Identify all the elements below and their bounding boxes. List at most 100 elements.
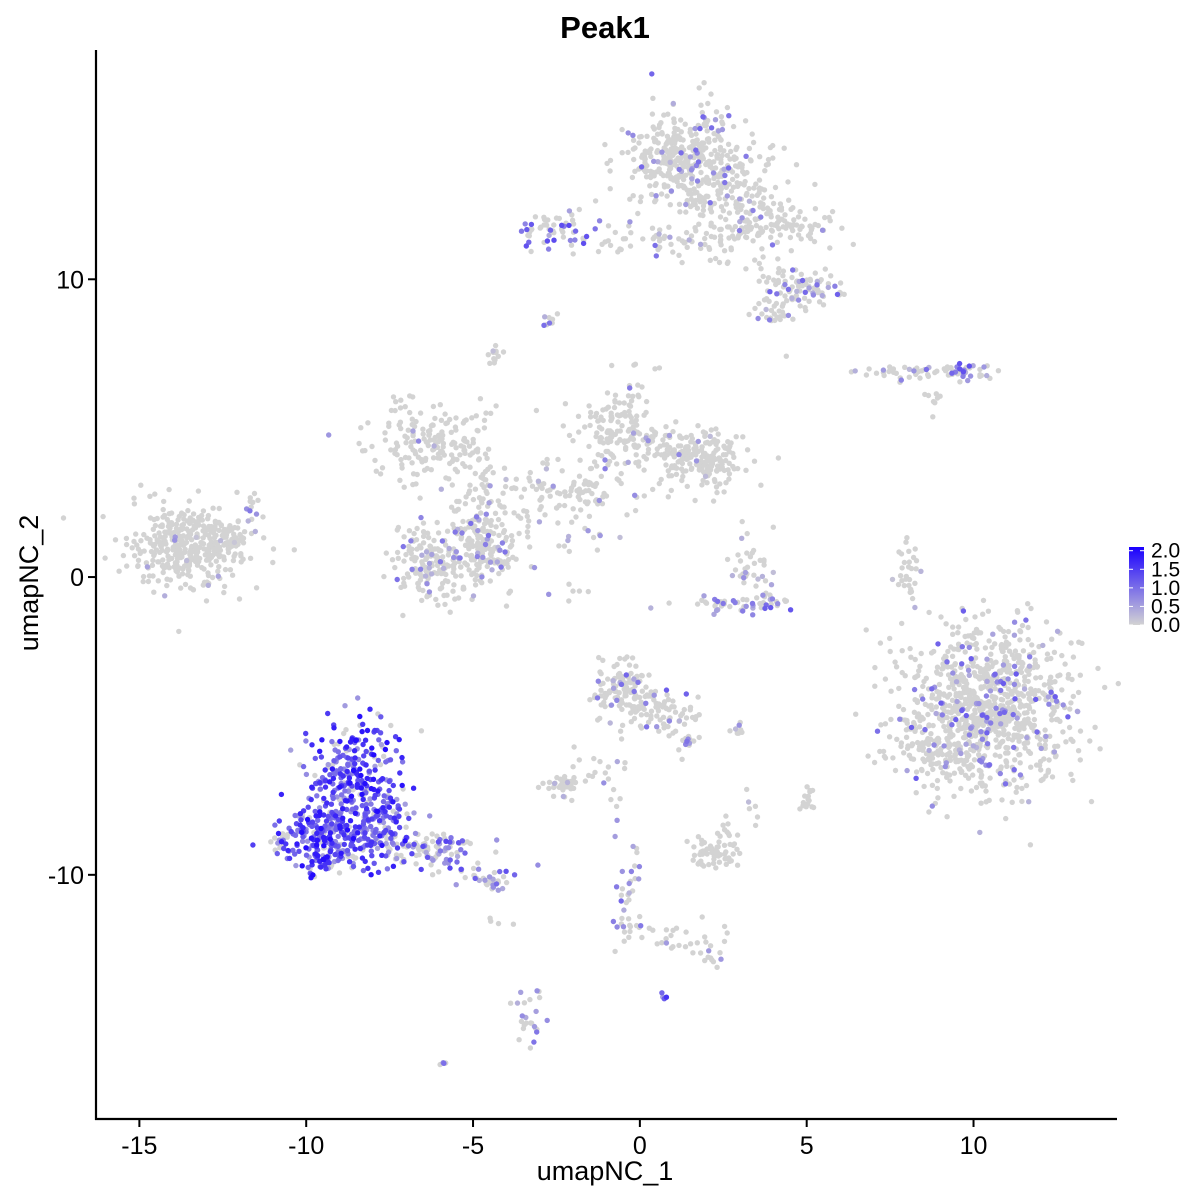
data-point	[977, 829, 983, 836]
data-point	[895, 581, 902, 588]
x-axis-title: umapNC_1	[537, 1156, 674, 1186]
data-point	[985, 665, 991, 671]
data-point	[711, 224, 717, 230]
data-point	[1067, 706, 1073, 712]
data-point	[721, 923, 728, 930]
data-point	[614, 461, 620, 467]
data-point	[506, 590, 512, 596]
data-point	[482, 877, 488, 883]
data-point	[822, 266, 828, 272]
data-point	[735, 552, 741, 558]
data-point	[365, 420, 371, 426]
data-point	[1002, 781, 1009, 787]
data-point	[176, 628, 182, 635]
data-point	[359, 855, 366, 861]
data-point	[1033, 675, 1039, 681]
data-point	[452, 424, 459, 430]
data-point	[688, 180, 695, 186]
data-point	[493, 524, 499, 530]
data-point	[706, 948, 712, 954]
data-point	[390, 394, 397, 400]
data-point	[759, 311, 765, 317]
data-point	[722, 172, 728, 179]
data-point	[247, 508, 253, 514]
data-point	[154, 515, 160, 522]
data-point	[187, 573, 193, 579]
data-point	[418, 514, 424, 521]
data-point	[980, 611, 986, 617]
data-point	[1026, 671, 1032, 677]
data-point	[623, 693, 629, 699]
data-point	[568, 488, 574, 494]
data-point	[1031, 722, 1038, 729]
data-point	[661, 184, 668, 190]
data-point	[131, 501, 138, 507]
data-point	[426, 560, 433, 567]
data-point	[192, 558, 199, 565]
data-point	[416, 852, 422, 858]
data-point	[955, 630, 961, 636]
data-point	[602, 466, 608, 472]
data-point	[983, 788, 989, 794]
data-point	[739, 518, 745, 525]
data-point	[622, 236, 629, 242]
data-point	[806, 298, 812, 304]
data-point	[336, 870, 343, 876]
data-point	[933, 704, 939, 710]
data-point	[427, 813, 433, 819]
data-point	[124, 563, 130, 569]
data-point	[399, 782, 405, 789]
data-point	[624, 512, 630, 518]
data-point	[687, 126, 694, 133]
data-point	[186, 562, 193, 569]
data-point	[695, 462, 702, 469]
data-point	[614, 758, 620, 765]
data-point	[453, 882, 459, 888]
data-point	[662, 723, 668, 729]
data-point	[744, 169, 750, 176]
data-point	[164, 582, 170, 589]
data-point	[535, 784, 542, 791]
data-point	[896, 685, 902, 692]
data-point	[423, 556, 429, 562]
data-point	[986, 762, 992, 768]
data-point	[742, 569, 749, 576]
data-point	[178, 552, 185, 558]
data-point	[704, 128, 710, 134]
data-point	[358, 785, 364, 791]
data-point	[380, 805, 386, 811]
data-point	[1025, 691, 1032, 697]
data-point	[1052, 743, 1058, 750]
data-point	[943, 621, 949, 627]
data-point	[531, 1039, 537, 1045]
data-point	[760, 254, 766, 260]
data-point	[560, 793, 567, 800]
data-point	[587, 422, 593, 429]
data-point	[1077, 672, 1084, 678]
data-point	[387, 757, 394, 763]
data-point	[418, 866, 424, 873]
data-point	[761, 187, 768, 193]
data-point	[386, 420, 392, 426]
data-point	[585, 499, 591, 505]
data-point	[611, 404, 618, 411]
data-point	[576, 757, 582, 763]
data-point	[673, 471, 680, 477]
data-point	[913, 790, 919, 796]
data-point	[788, 248, 794, 254]
data-point	[991, 694, 998, 700]
data-point	[679, 259, 685, 266]
data-point	[660, 437, 666, 443]
data-point	[418, 728, 425, 734]
data-point	[987, 701, 993, 708]
data-point	[754, 814, 761, 820]
data-point	[1068, 640, 1074, 646]
data-point	[1019, 622, 1026, 629]
data-point	[521, 1022, 527, 1028]
data-point	[527, 478, 533, 484]
data-point	[499, 540, 506, 546]
data-point	[605, 404, 611, 410]
data-point	[1013, 789, 1019, 795]
data-point	[396, 824, 403, 831]
data-point	[594, 547, 601, 553]
